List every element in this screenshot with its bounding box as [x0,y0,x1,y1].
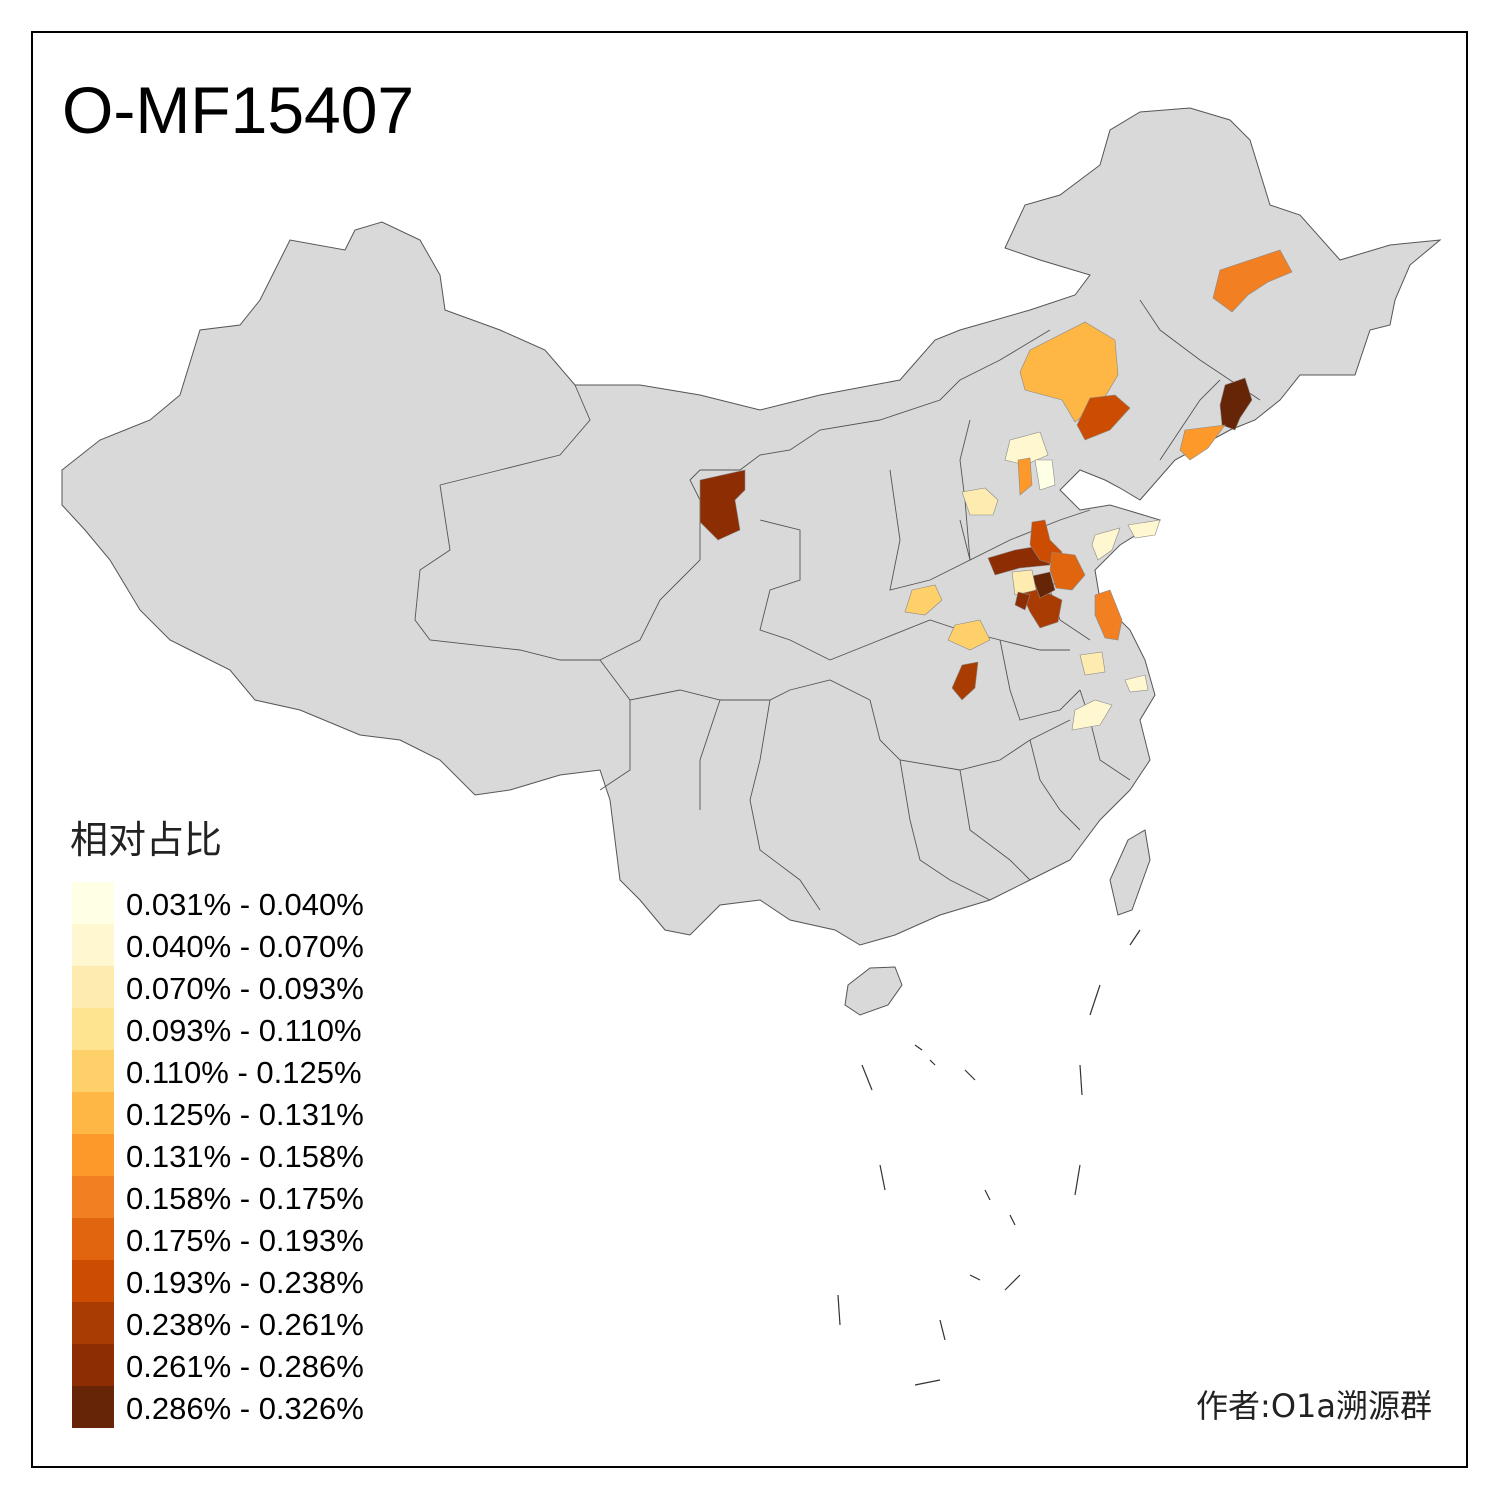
legend-swatch [72,924,114,966]
shandong-peninsula-region [1127,519,1161,539]
tianjin-region [1034,459,1056,491]
legend-title: 相对占比 [70,818,223,862]
legend-swatch [72,1008,114,1050]
author-credit: 作者:O1a溯源群 [1196,1387,1432,1425]
anhui-north-region [1079,651,1106,676]
legend-swatch [72,1176,114,1218]
liaoning-south-region [1179,424,1226,461]
legend-swatch [72,1302,114,1344]
legend-label: 0.070% - 0.093% [126,971,364,1006]
mainland-outline [61,107,1442,946]
map-frame [31,31,1468,1468]
legend-swatch [72,1050,114,1092]
map-title: O-MF15407 [62,73,415,147]
legend-label: 0.031% - 0.040% [126,887,364,922]
henan-east-region [1049,551,1086,591]
jiangsu-south-region [1124,674,1149,693]
shanxi-region [961,487,999,516]
legend-swatch [72,1218,114,1260]
hubei-region [951,661,979,701]
henan-southwest-region [947,619,991,651]
jilin-east-region [1219,377,1253,431]
legend-label: 0.125% - 0.131% [126,1097,364,1132]
legend-label: 0.175% - 0.193% [126,1223,364,1258]
legend-label: 0.286% - 0.326% [126,1391,364,1426]
legend-swatch [72,1134,114,1176]
legend-swatch [72,1386,114,1428]
anhui-south-region [1071,699,1113,731]
taiwan-island [1109,829,1151,916]
legend-label: 0.040% - 0.070% [126,929,364,964]
legend-swatch [72,1260,114,1302]
henan-pale-region [1011,569,1037,596]
legend-label: 0.158% - 0.175% [126,1181,364,1216]
south-sea-islands [837,929,1141,1386]
legend-label: 0.110% - 0.125% [126,1055,362,1090]
legend-label: 0.238% - 0.261% [126,1307,364,1342]
legend-label: 0.193% - 0.238% [126,1265,364,1300]
henan-north-region [987,544,1051,576]
shaanxi-region [904,584,943,616]
legend-label: 0.131% - 0.158% [126,1139,364,1174]
hainan-island [844,966,903,1016]
legend-swatch [72,1092,114,1134]
hebei-region [1017,457,1033,496]
jiangsu-north-region [1094,589,1123,641]
ningxia-region [699,469,746,541]
legend-label: 0.261% - 0.286% [126,1349,364,1384]
legend-swatch [72,882,114,924]
henan-west-region [1014,591,1031,611]
henan-dark-core-region [1031,571,1056,599]
legend-swatch [72,1344,114,1386]
shandong-east-region [1091,527,1121,561]
legend-swatch [72,966,114,1008]
heilongjiang-north-region [1212,249,1293,313]
liaoning-west-region [1076,394,1131,441]
legend-label: 0.093% - 0.110% [126,1013,362,1048]
